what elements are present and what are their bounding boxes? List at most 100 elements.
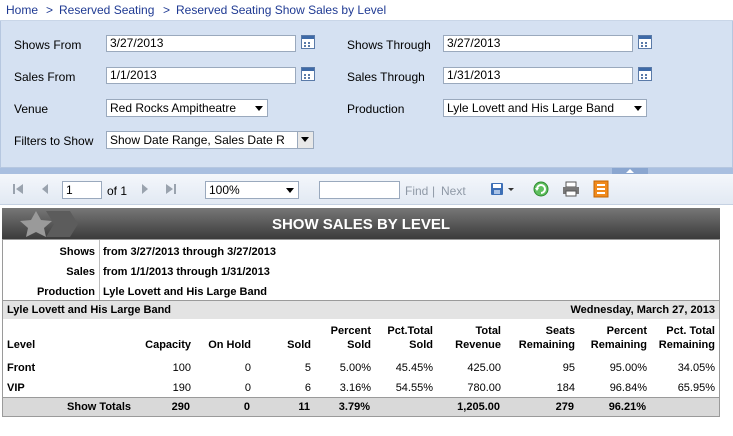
parameters-splitter	[0, 168, 733, 174]
totals-on-hold: 0	[243, 401, 250, 413]
find-link[interactable]: Find	[405, 184, 429, 198]
venue-select[interactable]: Red Rocks Ampitheatre	[106, 99, 268, 117]
sales-through-label: Sales Through	[347, 70, 425, 84]
previous-page-icon[interactable]	[40, 183, 50, 195]
find-input[interactable]	[319, 181, 400, 199]
table-row-seats-remaining: 184	[556, 382, 575, 394]
shows-through-label: Shows Through	[347, 38, 431, 52]
sales-from-input[interactable]: 1/1/2013	[106, 67, 296, 84]
venue-label: Venue	[14, 102, 49, 116]
next-link[interactable]: Next	[441, 184, 466, 198]
print-layout-icon[interactable]	[593, 180, 609, 198]
table-row-level: VIP	[7, 382, 25, 394]
chevron-down-icon	[255, 106, 263, 111]
table-row-sold: 6	[304, 382, 311, 394]
table-row-total-revenue: 780.00	[467, 382, 501, 394]
export-save-icon[interactable]	[490, 181, 516, 197]
sales-through-input[interactable]: 1/31/2013	[443, 67, 633, 84]
breadcrumb: Home > Reserved Seating > Reserved Seati…	[0, 0, 733, 21]
show-date: Wednesday, March 27, 2013	[570, 304, 716, 316]
col-level: Level	[7, 339, 36, 351]
table-row-seats-remaining: 95	[562, 362, 575, 374]
sales-label: Sales	[66, 266, 95, 278]
refresh-icon[interactable]	[532, 180, 550, 198]
col-seats-remaining-2: Remaining	[518, 339, 575, 351]
filters-label: Filters to Show	[14, 134, 94, 148]
col-pct-total-sold-2: Sold	[409, 339, 433, 351]
breadcrumb-reserved-seating-link[interactable]: Reserved Seating	[59, 3, 155, 17]
shows-label: Shows	[59, 246, 95, 258]
col-seats-remaining: Seats	[545, 325, 575, 337]
sales-from-calendar-icon[interactable]	[301, 67, 315, 81]
chevron-down-icon	[286, 188, 294, 193]
report-body: SHOW SALES BY LEVEL Shows from 3/27/2013…	[0, 205, 733, 436]
sales-table: Level Capacity On Hold Sold Percent Sold…	[2, 319, 720, 417]
print-icon[interactable]	[562, 180, 580, 198]
collapse-parameters-toggle[interactable]	[612, 168, 648, 174]
shows-value: from 3/27/2013 through 3/27/2013	[103, 246, 277, 258]
table-row-pct-total-sold: 45.45%	[395, 362, 433, 374]
totals-percent-remaining: 96.21%	[608, 401, 646, 413]
production-info-label: Production	[36, 286, 95, 298]
filters-select[interactable]: Show Date Range, Sales Date R	[106, 131, 314, 149]
find-divider: |	[432, 184, 436, 198]
parameters-panel: Shows From 3/27/2013 Shows Through 3/27/…	[0, 21, 733, 168]
table-row-capacity: 100	[172, 362, 191, 374]
zoom-select[interactable]: 100%	[205, 181, 299, 199]
report-header: SHOW SALES BY LEVEL	[2, 208, 720, 239]
shows-through-input[interactable]: 3/27/2013	[443, 35, 633, 52]
shows-from-input[interactable]: 3/27/2013	[106, 35, 296, 52]
breadcrumb-home-link[interactable]: Home	[6, 3, 39, 17]
chevron-down-icon	[297, 132, 313, 148]
filters-select-value: Show Date Range, Sales Date R	[110, 133, 285, 147]
production-label: Production	[347, 102, 405, 116]
zoom-value: 100%	[209, 183, 240, 197]
breadcrumb-separator: >	[46, 3, 54, 17]
page-number-input[interactable]: 1	[62, 181, 102, 199]
table-row-on-hold: 0	[244, 382, 251, 394]
production-name: Lyle Lovett and His Large Band	[7, 304, 172, 316]
col-pct-total-sold: Pct.Total	[387, 325, 433, 337]
table-row-percent-sold: 3.16%	[339, 382, 371, 394]
totals-label: Show Totals	[67, 401, 131, 413]
col-percent-sold: Percent	[330, 325, 371, 337]
first-page-icon[interactable]	[12, 183, 24, 195]
totals-total-revenue: 1,205.00	[457, 401, 500, 413]
sales-through-calendar-icon[interactable]	[638, 67, 652, 81]
totals-capacity: 290	[171, 401, 190, 413]
page-count: of 1	[107, 184, 128, 198]
table-row-sold: 5	[304, 362, 311, 374]
production-select[interactable]: Lyle Lovett and His Large Band	[443, 99, 647, 117]
col-total-revenue-2: Revenue	[455, 339, 501, 351]
col-pct-total-remaining: Pct. Total	[666, 325, 715, 337]
col-sold: Sold	[287, 339, 311, 351]
shows-through-calendar-icon[interactable]	[638, 35, 652, 49]
table-row-percent-remaining: 96.84%	[609, 382, 647, 394]
table-row-percent-sold: 5.00%	[339, 362, 371, 374]
next-page-icon[interactable]	[140, 183, 150, 195]
col-percent-remaining: Percent	[606, 325, 647, 337]
report-toolbar: 1 of 1 100% Find | Next	[0, 174, 733, 205]
shows-from-label: Shows From	[14, 38, 82, 52]
info-divider	[99, 240, 100, 300]
totals-seats-remaining: 279	[555, 401, 574, 413]
table-row-pct-total-remaining: 65.95%	[677, 382, 715, 394]
col-on-hold: On Hold	[208, 339, 251, 351]
shows-from-calendar-icon[interactable]	[301, 35, 315, 49]
report-info: Shows from 3/27/2013 through 3/27/2013 S…	[2, 239, 720, 301]
col-pct-total-remaining-2: Remaining	[658, 339, 715, 351]
col-capacity: Capacity	[145, 339, 191, 351]
breadcrumb-separator: >	[163, 3, 171, 17]
sales-value: from 1/1/2013 through 1/31/2013	[103, 266, 270, 278]
col-percent-remaining-2: Remaining	[590, 339, 647, 351]
last-page-icon[interactable]	[165, 183, 177, 195]
report-title: SHOW SALES BY LEVEL	[271, 216, 451, 233]
production-info-value: Lyle Lovett and His Large Band	[103, 286, 268, 298]
chevron-down-icon	[634, 106, 642, 111]
sales-from-label: Sales From	[14, 70, 76, 84]
table-row-capacity: 190	[172, 382, 191, 394]
table-row-on-hold: 0	[244, 362, 251, 374]
totals-row: Show Totals 290 0 11 3.79% 1,205.00 279 …	[2, 397, 720, 417]
production-select-value: Lyle Lovett and His Large Band	[447, 101, 614, 115]
totals-sold: 11	[298, 401, 310, 413]
